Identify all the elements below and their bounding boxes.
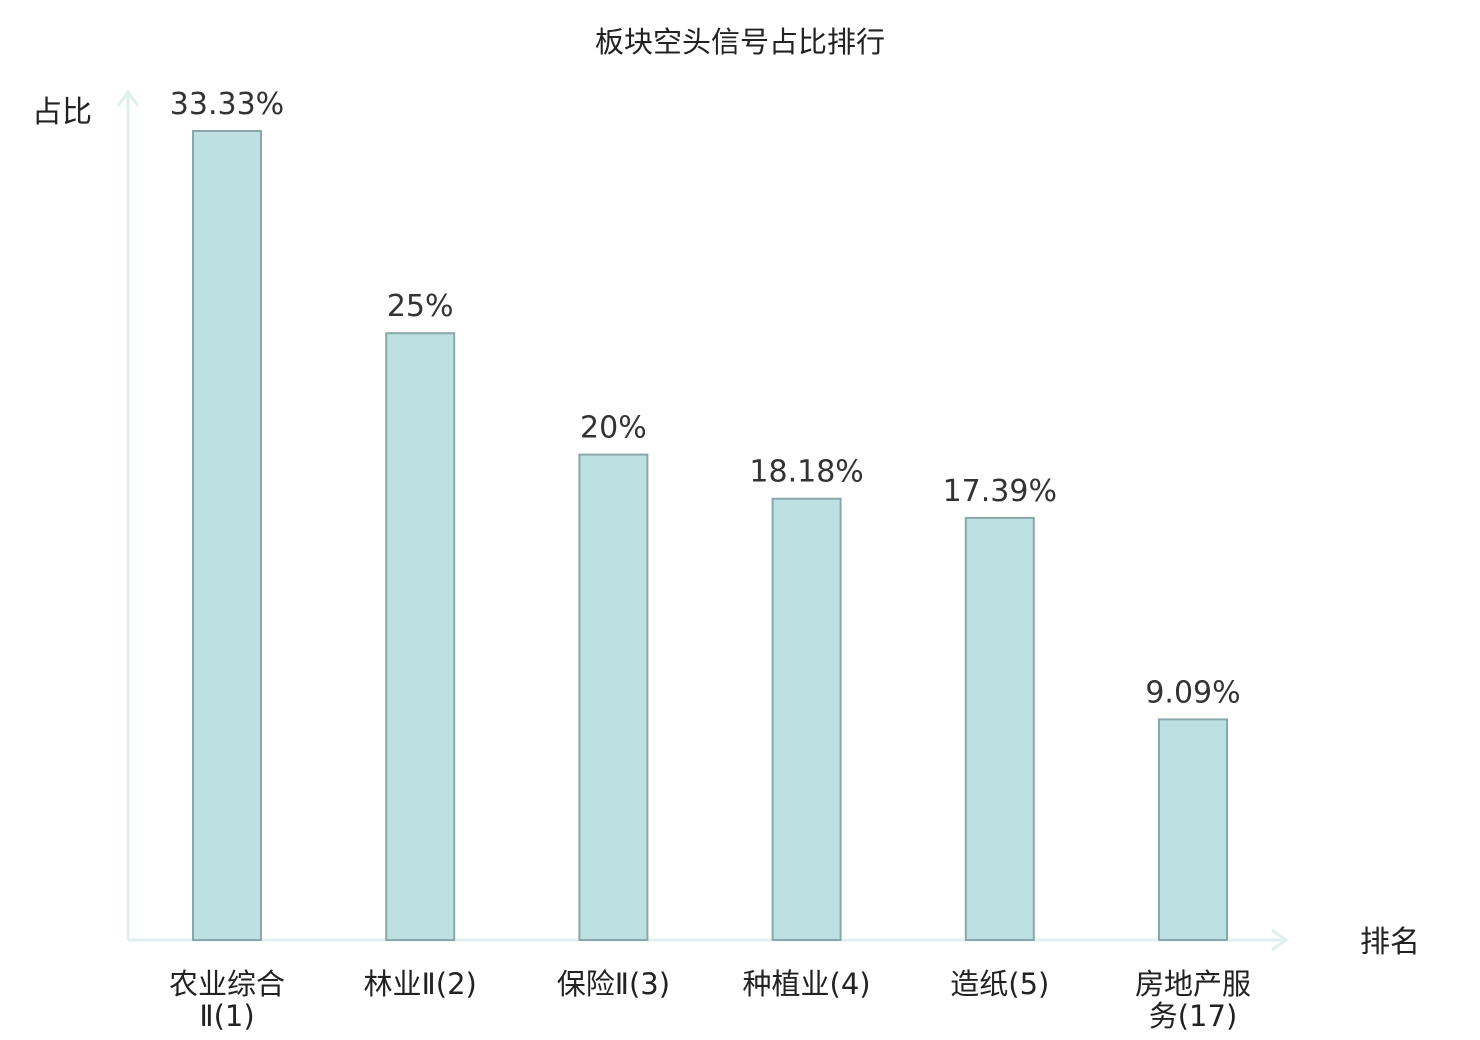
value-label-5: 17.39% [943, 474, 1057, 509]
y-axis [116, 89, 140, 940]
chart-title: 板块空头信号占比排行 [595, 25, 885, 59]
x-axis-label: 排名 [1360, 925, 1420, 960]
category-label-3: 保险Ⅱ(3) [557, 967, 670, 1001]
category-label-2: 林业Ⅱ(2) [364, 967, 477, 1001]
category-label-1: 农业综合 [169, 967, 285, 1001]
category-label-1-line2: Ⅱ(1) [199, 999, 254, 1033]
x-axis [128, 928, 1289, 952]
value-label-2: 25% [387, 289, 454, 324]
value-label-4: 18.18% [749, 455, 863, 490]
bar-6 [1158, 718, 1228, 942]
category-label-6-line2: 务(17) [1149, 999, 1238, 1033]
category-label-5: 造纸(5) [950, 967, 1049, 1001]
bar-5 [964, 516, 1035, 942]
value-labels: 33.33% 25% 20% 18.18% 17.39% 9.09% [170, 87, 1241, 710]
bar-2 [385, 332, 456, 941]
bar-3 [578, 453, 649, 941]
bars [192, 130, 1228, 942]
bar-4 [771, 497, 842, 941]
value-label-1: 33.33% [170, 87, 284, 122]
value-label-6: 9.09% [1145, 675, 1240, 710]
category-label-4: 种植业(4) [743, 967, 871, 1001]
value-label-3: 20% [580, 411, 647, 446]
category-label-6: 房地产服 [1135, 967, 1251, 1001]
y-axis-label: 占比 [32, 95, 92, 130]
bar-1 [192, 130, 262, 941]
